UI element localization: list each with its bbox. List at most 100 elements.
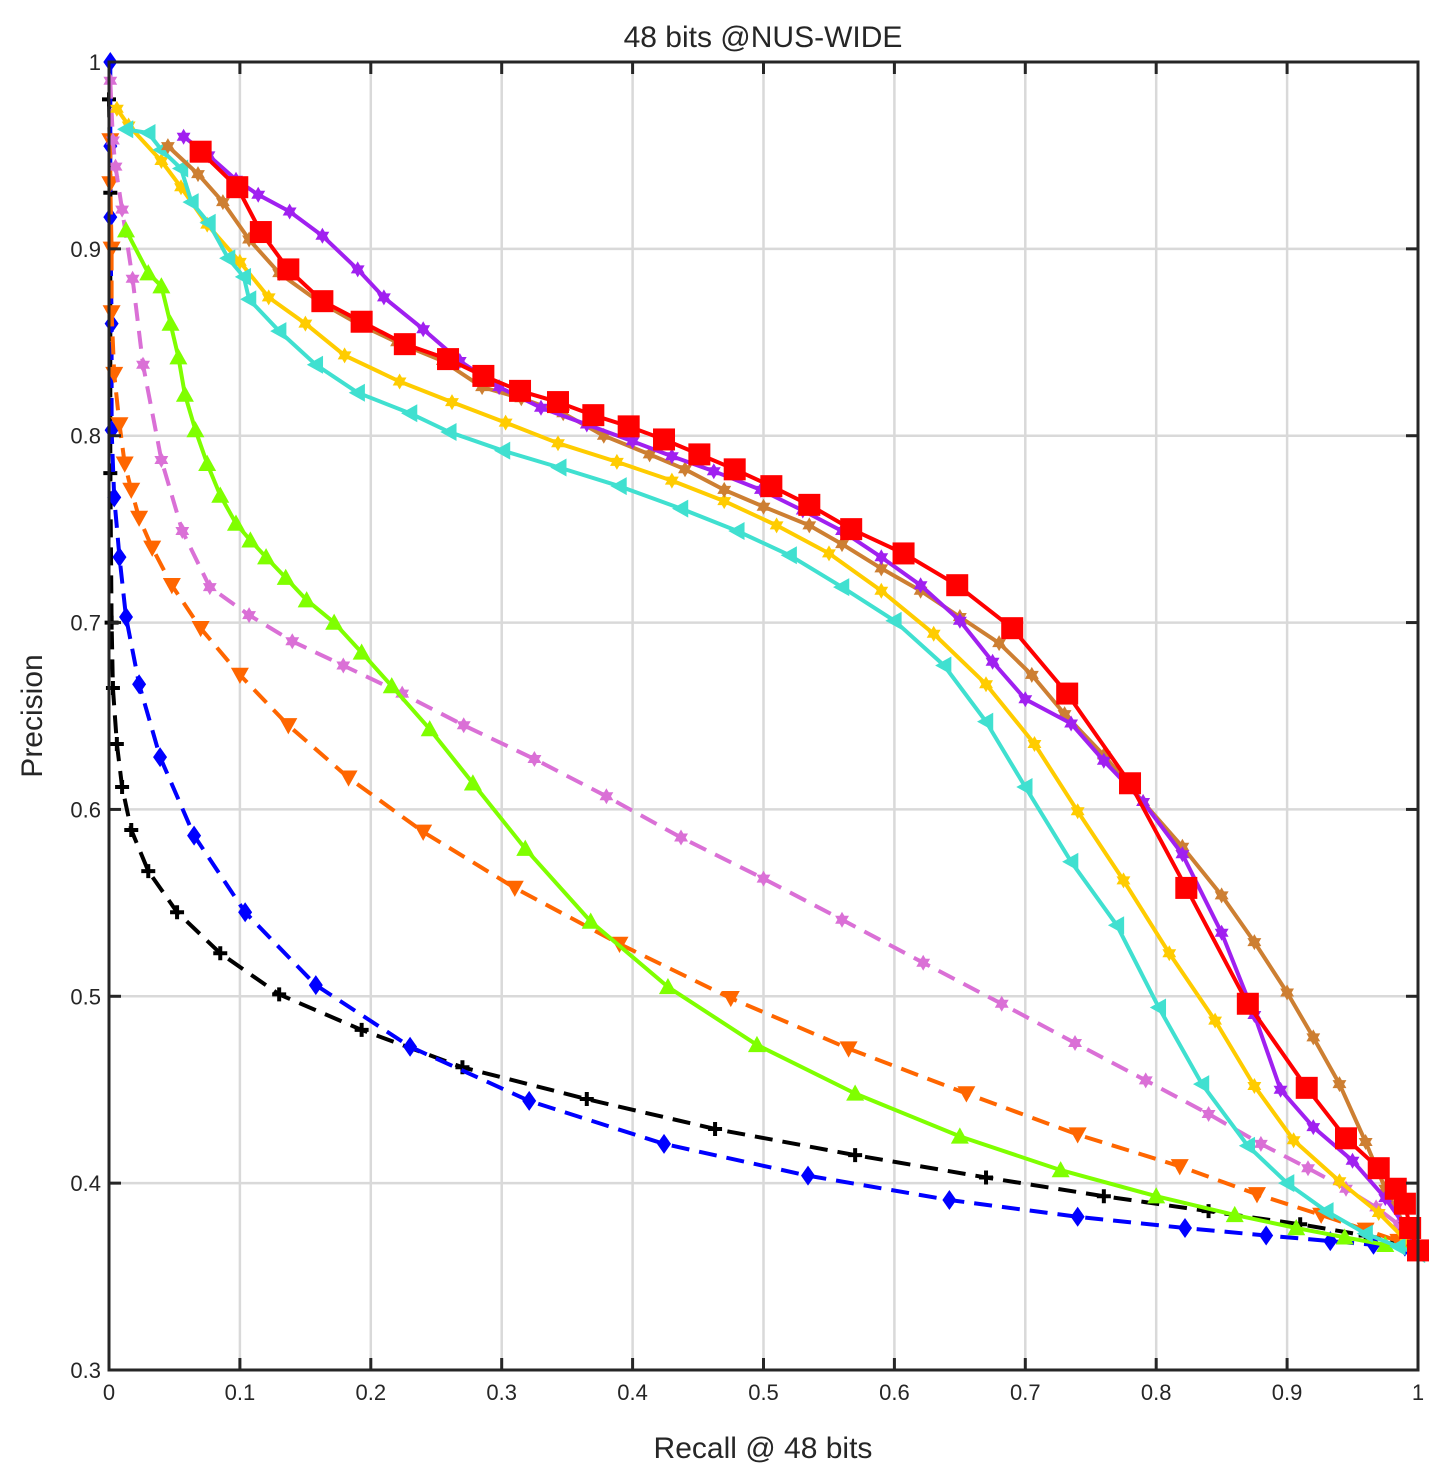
data-point-square: [393, 333, 416, 356]
data-point-hexagram: [642, 450, 657, 463]
y-tick-label: 0.6: [70, 797, 101, 822]
data-point-triangle-up: [241, 531, 260, 548]
data-point-triangle-left: [728, 522, 745, 541]
data-point-square: [311, 290, 334, 313]
data-point-hexagram: [233, 257, 247, 270]
x-tick-label: 0.7: [1010, 1380, 1041, 1405]
data-point-hexagram: [261, 293, 276, 306]
data-point-hexagram: [802, 521, 817, 534]
data-point-triangle-up: [226, 514, 245, 531]
data-point-hexagram: [492, 383, 506, 396]
data-point-diamond: [657, 1133, 672, 1154]
data-point-triangle-left: [1317, 1202, 1334, 1221]
data-point-square: [350, 310, 373, 333]
data-point-hexagram: [1345, 1156, 1360, 1169]
data-point-hexagram: [1358, 1138, 1373, 1150]
data-point-square: [1236, 992, 1259, 1015]
data-point-plus: [109, 737, 124, 752]
data-point-square: [582, 404, 605, 427]
data-point-triangle-left: [348, 383, 365, 402]
data-point-square: [189, 140, 212, 163]
data-point-triangle-up: [1147, 1187, 1166, 1204]
data-point-square: [1056, 682, 1079, 705]
x-tick-label: 1: [1412, 1380, 1424, 1405]
data-point-hexagram: [1286, 1136, 1301, 1149]
data-point-plus: [708, 1121, 723, 1136]
data-point-hexagram: [610, 457, 624, 470]
data-point-triangle-down: [1170, 1159, 1189, 1176]
data-point-hexagram: [664, 452, 679, 465]
data-point-hexagram: [874, 553, 889, 566]
data-point-hexagram: [985, 657, 1000, 670]
data-point-triangle-down: [102, 305, 121, 322]
x-tick-label: 0: [103, 1380, 115, 1405]
data-point-diamond: [1259, 1225, 1274, 1246]
data-point-hexagram: [1301, 1164, 1315, 1177]
data-point-triangle-down: [130, 510, 149, 527]
data-point-triangle-left: [1238, 1136, 1256, 1155]
series-line: [107, 99, 1419, 1251]
x-tick-label: 0.1: [225, 1380, 256, 1405]
data-point-triangle-down: [279, 718, 298, 735]
data-point-triangle-left: [171, 159, 189, 178]
data-point-hexagram: [874, 586, 889, 599]
data-point-square: [249, 221, 272, 244]
data-point-hexagram: [1332, 1080, 1347, 1093]
data-point-triangle-up: [117, 221, 136, 238]
y-axis-label: Precision: [16, 654, 49, 777]
data-point-hexagram: [498, 418, 513, 431]
data-point-diamond: [801, 1165, 816, 1186]
data-point-hexagram: [1254, 1139, 1268, 1152]
data-point-triangle-left: [1016, 778, 1033, 797]
data-point-triangle-down: [122, 482, 141, 499]
data-point-square: [1335, 1127, 1358, 1150]
data-point-triangle-left: [117, 120, 134, 139]
data-point-hexagram: [175, 527, 190, 539]
data-point-diamond: [132, 674, 147, 695]
series-line: [182, 135, 1420, 1250]
data-point-hexagram: [377, 293, 391, 306]
y-tick-label: 0.7: [70, 611, 101, 636]
x-tick-label: 0.8: [1141, 1380, 1172, 1405]
data-point-triangle-left: [780, 546, 797, 565]
data-point-hexagram: [285, 637, 300, 650]
data-point-square: [1119, 772, 1142, 795]
data-point-square: [653, 428, 676, 451]
data-point-hexagram: [136, 360, 150, 373]
data-point-hexagram: [822, 549, 836, 562]
y-tick-label: 0.8: [70, 424, 101, 449]
data-point-triangle-left: [1356, 1224, 1373, 1243]
data-point-hexagram: [926, 629, 941, 642]
data-point-hexagram: [979, 680, 993, 693]
data-point-hexagram: [242, 611, 256, 624]
data-point-hexagram: [1332, 1177, 1347, 1190]
y-tick-label: 1: [89, 50, 101, 75]
data-point-hexagram: [1070, 807, 1085, 820]
series-6: [109, 100, 1425, 1259]
x-tick-label: 0.3: [486, 1380, 517, 1405]
data-point-hexagram: [337, 351, 352, 364]
series-5: [117, 221, 1427, 1258]
data-point-hexagram: [456, 721, 471, 734]
data-point-hexagram: [336, 661, 351, 674]
data-point-triangle-down: [191, 620, 210, 638]
data-point-triangle-left: [440, 422, 457, 441]
data-point-triangle-up: [175, 385, 194, 402]
data-point-triangle-down: [230, 667, 249, 684]
y-tick-label: 0.3: [70, 1358, 101, 1383]
data-point-hexagram: [1138, 1076, 1153, 1089]
data-point-triangle-left: [270, 322, 287, 341]
data-point-triangle-up: [297, 591, 316, 608]
data-point-plus: [1096, 1189, 1111, 1204]
data-point-hexagram: [1116, 876, 1131, 889]
data-point-hexagram: [1273, 1085, 1288, 1098]
data-point-hexagram: [717, 485, 732, 498]
data-point-triangle-left: [550, 458, 567, 477]
data-point-square: [892, 542, 915, 565]
data-point-diamond: [308, 975, 323, 996]
data-point-triangle-left: [885, 611, 902, 630]
data-point-triangle-up: [257, 548, 276, 565]
data-point-diamond: [112, 547, 127, 568]
data-point-triangle-up: [1051, 1161, 1070, 1178]
data-point-triangle-down: [143, 540, 162, 557]
